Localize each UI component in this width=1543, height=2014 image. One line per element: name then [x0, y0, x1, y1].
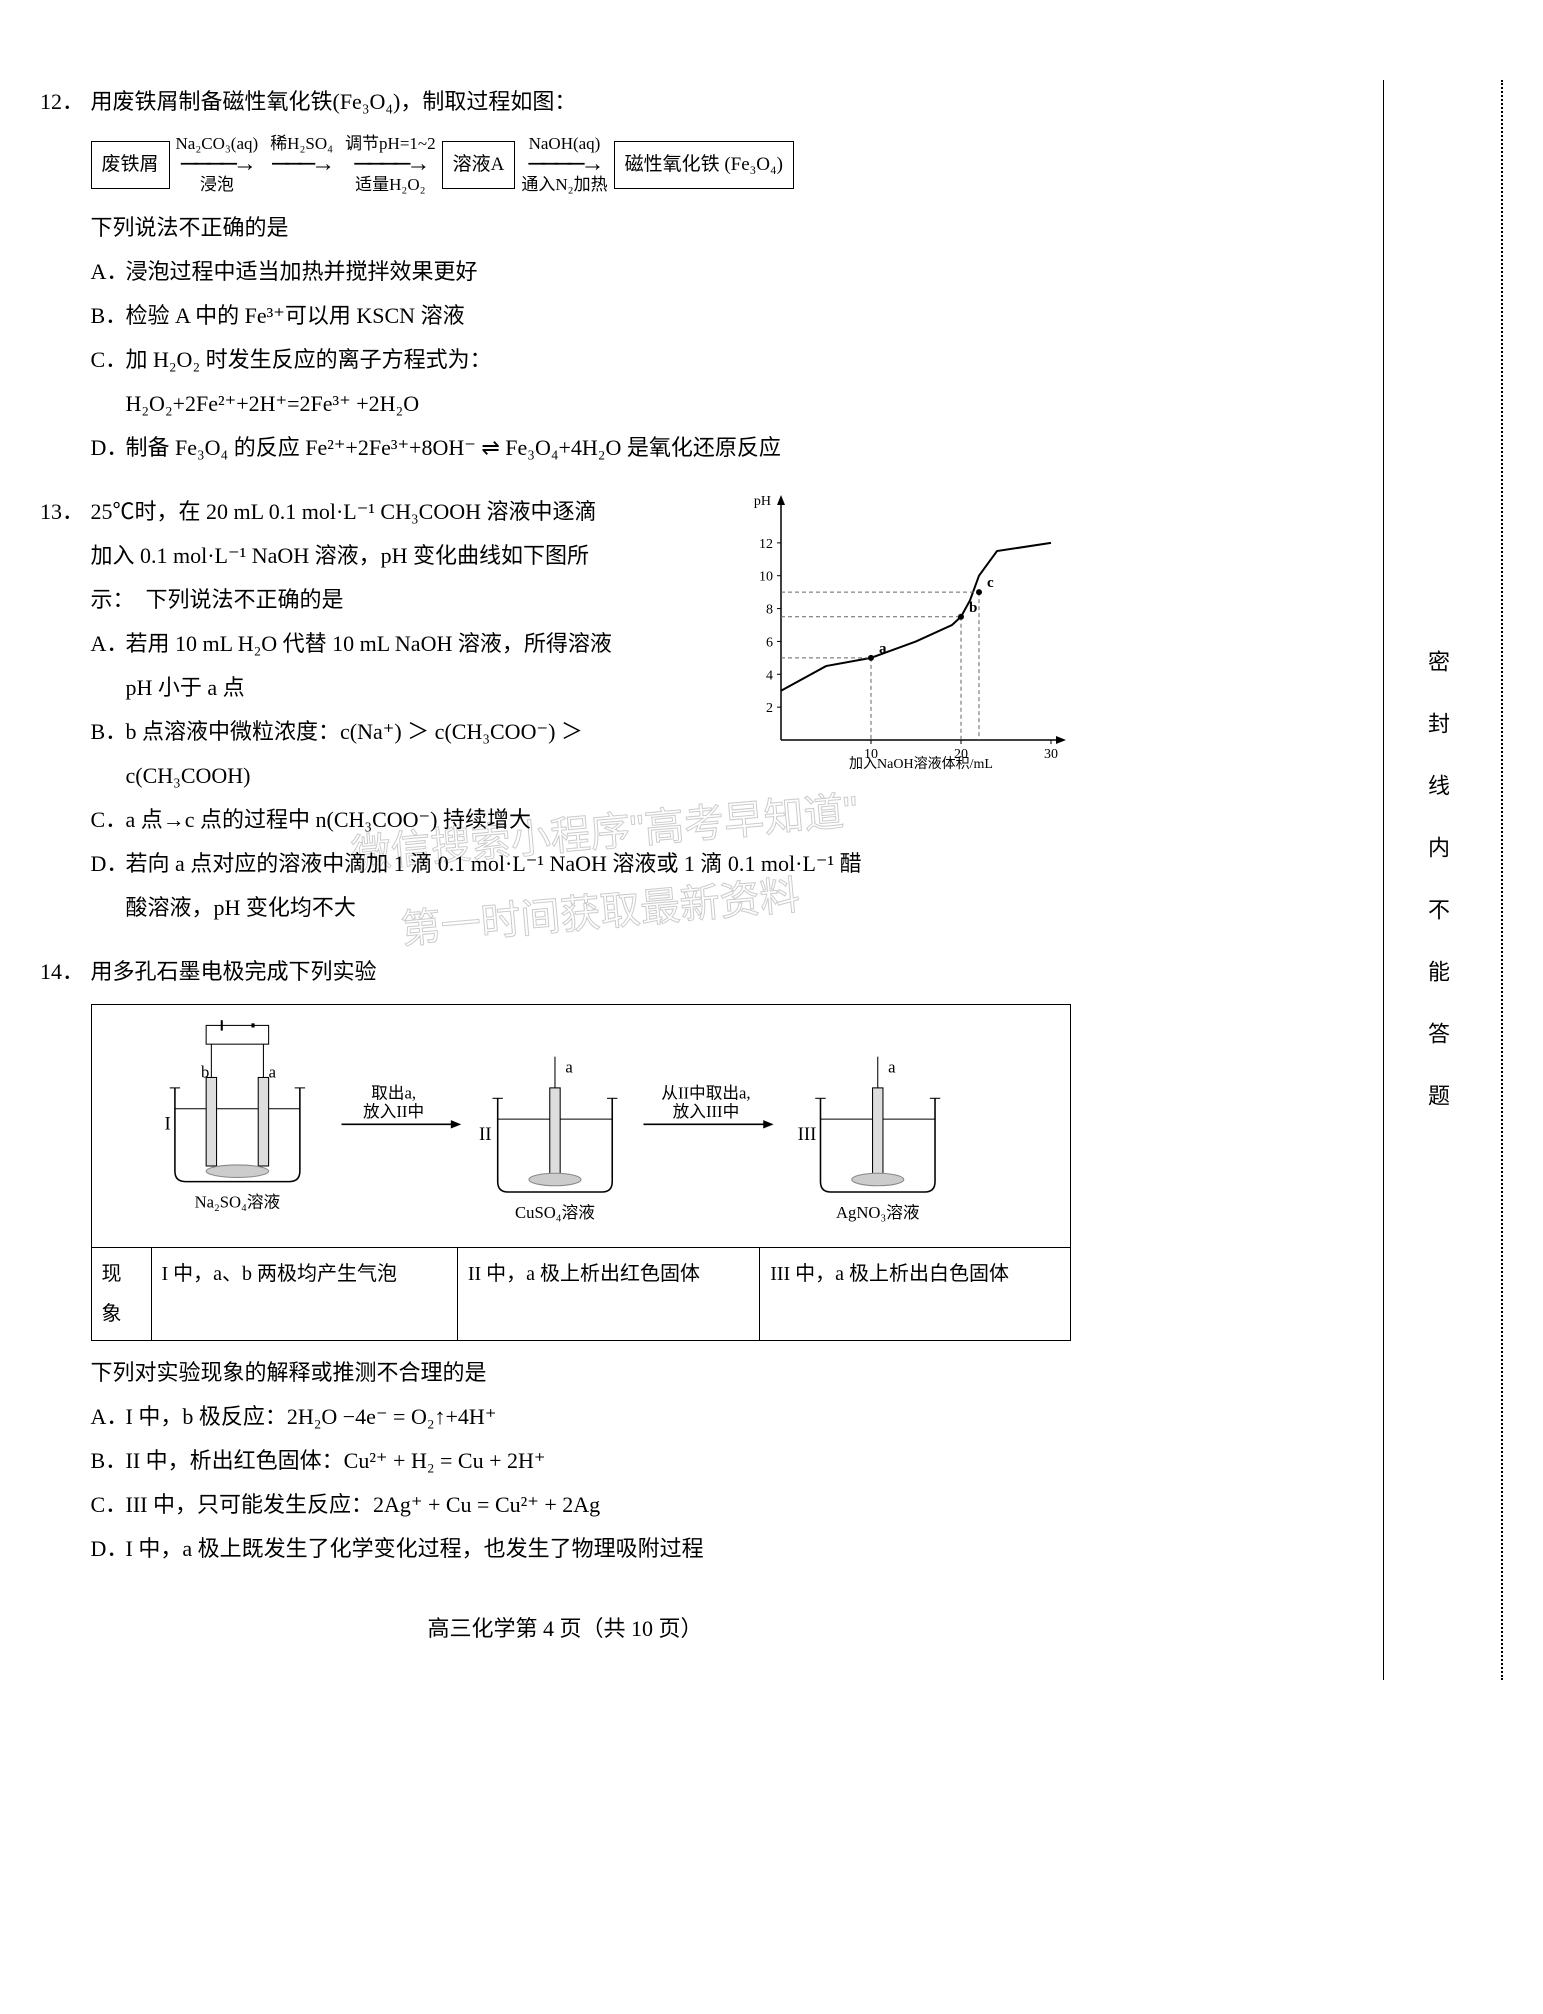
- svg-text:II: II: [478, 1124, 490, 1145]
- q12-option-d: D．制备 Fe₃O₄ 的反应 Fe²⁺+2Fe³⁺+8OH⁻ ⇌ Fe₃O₄+4…: [91, 426, 1071, 470]
- svg-text:取出a,: 取出a,: [371, 1083, 416, 1102]
- margin-dotted-line: [1501, 80, 1503, 1680]
- ph-curve-svg: pH 24681012 102030 加入NaOH溶液体积/mL abc: [741, 490, 1071, 770]
- q14-phenomena-row: 现象 I 中，a、b 两极均产生气泡 II 中，a 极上析出红色固体 III 中…: [91, 1247, 1070, 1340]
- svg-text:III: III: [797, 1124, 816, 1145]
- q14-cell-3: III 中，a 极上析出白色固体: [760, 1247, 1070, 1340]
- svg-text:4: 4: [766, 668, 773, 683]
- q14-experiment-table: b a I Na₂SO₄溶液: [91, 1004, 1071, 1341]
- q12-option-b: B．检验 A 中的 Fe³⁺可以用 KSCN 溶液: [91, 294, 1071, 338]
- svg-text:6: 6: [766, 635, 773, 650]
- svg-text:Na₂SO₄溶液: Na₂SO₄溶液: [194, 1192, 280, 1211]
- question-12: 12． 用废铁屑制备磁性氧化铁(Fe₃O₄)，制取过程如图： 废铁屑 Na₂CO…: [40, 80, 1090, 470]
- svg-text:从II中取出a,: 从II中取出a,: [661, 1083, 750, 1102]
- svg-text:放入II中: 放入II中: [363, 1102, 424, 1121]
- flow-arrow-4: NaOH(aq) ────→ 通入N₂加热: [515, 134, 613, 196]
- flow-box-2: 溶液A: [442, 141, 516, 189]
- q13-option-b2: c(CH₃COOH): [91, 754, 731, 798]
- svg-text:a: a: [268, 1062, 276, 1081]
- q13-number: 13．: [40, 490, 85, 534]
- flow-arrow-2: 稀H₂SO₄ ───→: [264, 134, 339, 196]
- q14-option-c: C．III 中，只可能发生反应：2Ag⁺ + Cu = Cu²⁺ + 2Ag: [91, 1483, 1071, 1527]
- q12-flow-diagram: 废铁屑 Na₂CO₃(aq) ────→ 浸泡 稀H₂SO₄ ───→ 调节pH…: [91, 134, 1071, 196]
- q14-stem: 用多孔石墨电极完成下列实验: [91, 950, 1071, 994]
- svg-text:12: 12: [759, 536, 773, 551]
- q14-option-b: B．II 中，析出红色固体：Cu²⁺ + H₂ = Cu + 2H⁺: [91, 1439, 1071, 1483]
- svg-text:I: I: [164, 1113, 170, 1134]
- svg-text:pH: pH: [753, 494, 770, 509]
- q13-option-d2: 酸溶液，pH 变化均不大: [91, 886, 1071, 930]
- q13-stem-2: 加入 0.1 mol·L⁻¹ NaOH 溶液，pH 变化曲线如下图所: [91, 534, 731, 578]
- svg-text:30: 30: [1044, 747, 1058, 762]
- question-13: 13． 25℃时，在 20 mL 0.1 mol·L⁻¹ CH₃COOH 溶液中…: [40, 490, 1090, 930]
- flow-box-1: 废铁屑: [91, 141, 170, 189]
- q14-number: 14．: [40, 950, 85, 994]
- q13-stem-3: 示： 下列说法不正确的是: [91, 578, 731, 622]
- svg-text:CuSO₄溶液: CuSO₄溶液: [515, 1203, 595, 1222]
- q13-option-a: A．若用 10 mL H₂O 代替 10 mL NaOH 溶液，所得溶液: [91, 622, 731, 666]
- q12-prompt: 下列说法不正确的是: [91, 206, 1071, 250]
- q13-ph-chart: pH 24681012 102030 加入NaOH溶液体积/mL abc: [741, 490, 1071, 798]
- q13-option-d: D．若向 a 点对应的溶液中滴加 1 滴 0.1 mol·L⁻¹ NaOH 溶液…: [91, 842, 1071, 886]
- q14-diagram-cell: b a I Na₂SO₄溶液: [91, 1004, 1070, 1247]
- svg-text:放入III中: 放入III中: [672, 1102, 739, 1121]
- q14-cell-2: II 中，a 极上析出红色固体: [457, 1247, 759, 1340]
- q14-cell-1: I 中，a、b 两极均产生气泡: [151, 1247, 457, 1340]
- svg-text:10: 10: [759, 569, 773, 584]
- flow-arrow-3: 调节pH=1~2 ────→ 适量H₂O₂: [339, 134, 442, 196]
- svg-text:AgNO₃溶液: AgNO₃溶液: [835, 1203, 919, 1222]
- svg-text:a: a: [879, 640, 887, 656]
- page-content: 12． 用废铁屑制备磁性氧化铁(Fe₃O₄)，制取过程如图： 废铁屑 Na₂CO…: [40, 80, 1090, 1643]
- svg-text:8: 8: [766, 602, 773, 617]
- svg-text:b: b: [969, 599, 977, 615]
- q12-option-c: C．加 H₂O₂ 时发生反应的离子方程式为：: [91, 338, 1071, 382]
- q12-stem: 用废铁屑制备磁性氧化铁(Fe₃O₄)，制取过程如图：: [91, 80, 1071, 124]
- svg-text:2: 2: [766, 701, 773, 716]
- q12-number: 12．: [40, 80, 85, 124]
- q13-stem-1: 25℃时，在 20 mL 0.1 mol·L⁻¹ CH₃COOH 溶液中逐滴: [91, 490, 731, 534]
- q14-apparatus-svg: b a I Na₂SO₄溶液: [102, 1015, 1060, 1223]
- svg-text:c: c: [987, 575, 994, 591]
- q14-prompt: 下列对实验现象的解释或推测不合理的是: [91, 1351, 1071, 1395]
- q12-option-a: A．浸泡过程中适当加热并搅拌效果更好: [91, 250, 1071, 294]
- q13-option-a2: pH 小于 a 点: [91, 666, 731, 710]
- q13-option-b: B．b 点溶液中微粒浓度：c(Na⁺) ＞ c(CH₃COO⁻) ＞: [91, 710, 731, 754]
- margin-warning-text: 密封线内不能答题: [1421, 650, 1453, 1146]
- page-footer: 高三化学第 4 页（共 10 页）: [40, 1611, 1090, 1643]
- q14-option-a: A．I 中，b 极反应：2H₂O −4e⁻ = O₂↑+4H⁺: [91, 1395, 1071, 1439]
- q14-option-d: D．I 中，a 极上既发生了化学变化过程，也发生了物理吸附过程: [91, 1527, 1071, 1571]
- svg-text:加入NaOH溶液体积/mL: 加入NaOH溶液体积/mL: [849, 756, 993, 770]
- svg-text:a: a: [565, 1057, 573, 1076]
- svg-text:a: a: [888, 1057, 896, 1076]
- question-14: 14． 用多孔石墨电极完成下列实验: [40, 950, 1090, 1571]
- q12-option-c-eq: H₂O₂+2Fe²⁺+2H⁺=2Fe³⁺ +2H₂O: [91, 382, 1071, 426]
- flow-box-3: 磁性氧化铁 (Fe₃O₄): [614, 141, 794, 189]
- q13-option-c: C．a 点→c 点的过程中 n(CH₃COO⁻) 持续增大: [91, 798, 1071, 842]
- q14-row-label: 现象: [91, 1247, 151, 1340]
- flow-arrow-1: Na₂CO₃(aq) ────→ 浸泡: [170, 134, 265, 196]
